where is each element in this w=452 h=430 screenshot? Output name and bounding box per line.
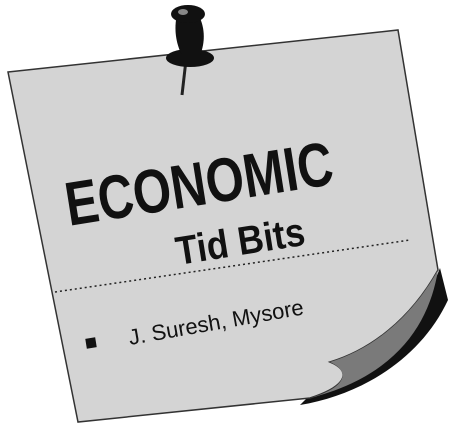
bullet (85, 337, 96, 348)
note-graphic: ECONOMIC Tid Bits J. Suresh, Mysore (0, 0, 452, 430)
page: ECONOMIC Tid Bits J. Suresh, Mysore (() … (0, 0, 452, 430)
